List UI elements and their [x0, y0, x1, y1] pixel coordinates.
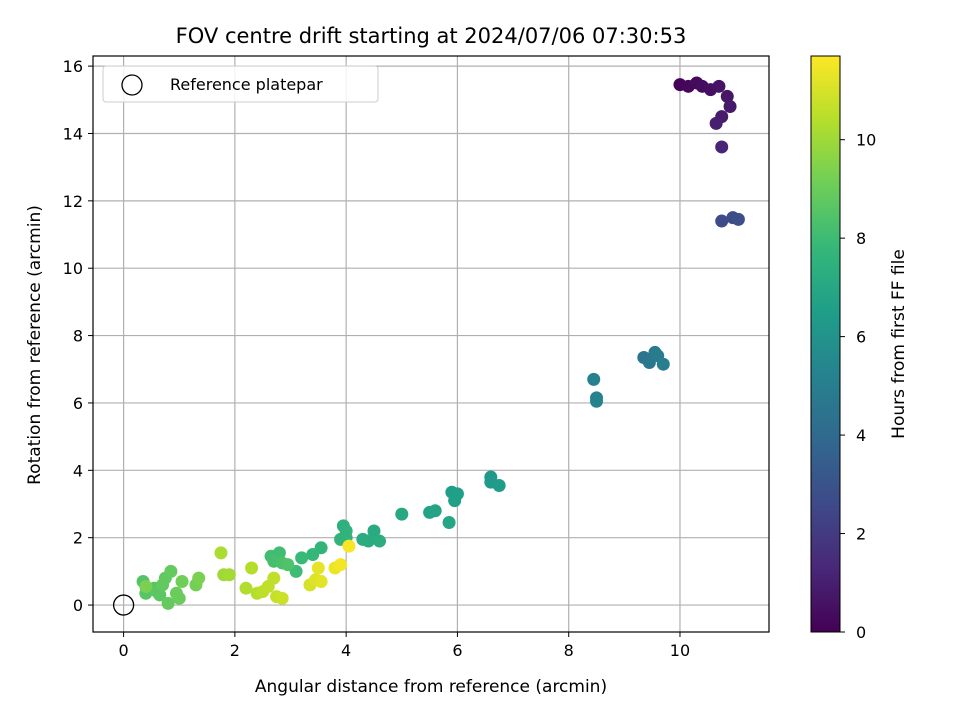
data-point: [164, 564, 178, 578]
data-point: [239, 581, 253, 595]
y-tick-label: 16: [63, 57, 83, 76]
data-point: [222, 568, 236, 582]
data-point: [172, 591, 186, 605]
colorbar-tick-label: 8: [856, 229, 866, 248]
data-point: [428, 504, 442, 518]
chart-title: FOV centre drift starting at 2024/07/06 …: [176, 24, 687, 48]
data-point: [715, 140, 729, 154]
data-point: [281, 558, 295, 572]
data-point: [275, 591, 289, 605]
y-tick-label: 4: [73, 461, 83, 480]
data-point: [361, 534, 375, 548]
data-point: [720, 89, 734, 103]
y-tick-label: 10: [63, 259, 83, 278]
x-tick-label: 10: [670, 641, 690, 660]
colorbar-tick-label: 10: [856, 131, 876, 150]
data-point: [492, 478, 506, 492]
y-tick-label: 12: [63, 192, 83, 211]
colorbar-tick-label: 6: [856, 328, 866, 347]
data-point: [342, 539, 356, 553]
x-axis-label: Angular distance from reference (arcmin): [255, 677, 607, 697]
data-point: [448, 494, 462, 508]
y-axis-label: Rotation from reference (arcmin): [25, 205, 45, 485]
data-point: [334, 558, 348, 572]
colorbar: [810, 55, 841, 633]
reference-layer: [112, 594, 135, 616]
colorbar-ticks: 0 2 4 6 8 10: [840, 131, 876, 642]
data-point: [311, 561, 325, 575]
x-tick-label: 4: [341, 641, 351, 660]
colorbar-tick-label: 2: [856, 525, 866, 544]
y-tick-label: 6: [73, 394, 83, 413]
data-point: [656, 357, 670, 371]
data-point: [709, 116, 723, 130]
data-point: [295, 551, 309, 565]
data-point: [731, 212, 745, 226]
data-point: [367, 524, 381, 538]
x-axis-ticks: 0 2 4 6 8 10: [119, 632, 690, 660]
data-point: [314, 574, 328, 588]
x-tick-label: 8: [564, 641, 574, 660]
data-point: [712, 79, 726, 93]
x-tick-label: 2: [230, 641, 240, 660]
data-point: [245, 561, 259, 575]
data-point: [192, 571, 206, 585]
legend: Reference platepar: [102, 65, 379, 103]
data-point: [161, 596, 175, 610]
data-point: [153, 588, 167, 602]
grid: [93, 56, 769, 632]
y-axis-ticks: 0 2 4 6 8 10 12 14 16: [63, 57, 93, 615]
x-tick-label: 6: [452, 641, 462, 660]
colorbar-tick-label: 0: [856, 623, 866, 642]
data-point: [442, 516, 456, 530]
data-point: [139, 580, 153, 594]
y-tick-label: 14: [63, 124, 83, 143]
data-point: [214, 546, 228, 560]
colorbar-tick-label: 4: [856, 426, 866, 445]
reference-point: [112, 594, 135, 616]
plot-frame: [92, 55, 770, 633]
legend-marker-icon: [121, 74, 143, 96]
legend-box: [102, 65, 379, 103]
data-point: [267, 571, 281, 585]
y-tick-label: 8: [73, 327, 83, 346]
data-point: [590, 394, 604, 408]
data-point: [723, 100, 737, 114]
data-point: [373, 534, 387, 548]
data-point: [715, 214, 729, 228]
colorbar-label: Hours from first FF file: [889, 249, 909, 439]
y-tick-label: 2: [73, 529, 83, 548]
legend-label: Reference platepar: [170, 75, 323, 94]
data-point: [587, 372, 601, 386]
data-point: [395, 507, 409, 521]
x-tick-label: 0: [119, 641, 129, 660]
data-point: [306, 548, 320, 562]
y-tick-label: 0: [73, 596, 83, 615]
data-point: [175, 574, 189, 588]
scatter-points: [136, 76, 745, 610]
